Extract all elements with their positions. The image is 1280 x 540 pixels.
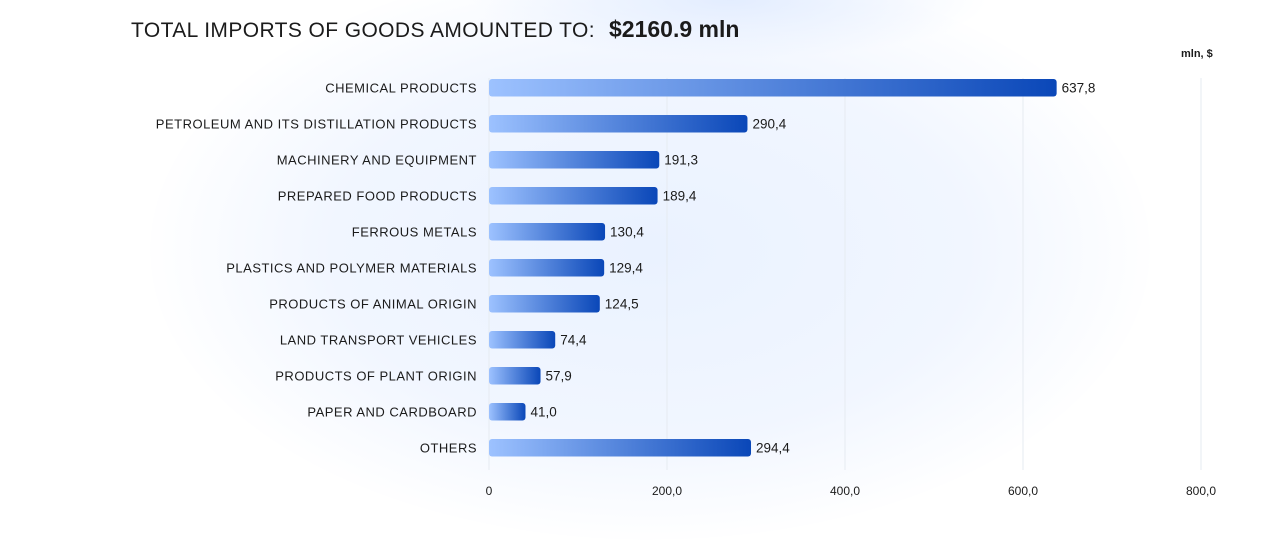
bar (489, 79, 1057, 97)
x-tick-label: 600,0 (1008, 484, 1038, 498)
value-label: 191,3 (664, 152, 698, 167)
value-label: 290,4 (752, 116, 786, 131)
category-label: CHEMICAL PRODUCTS (325, 80, 477, 95)
value-label: 189,4 (663, 188, 697, 203)
category-label: PRODUCTS OF ANIMAL ORIGIN (269, 296, 477, 311)
value-label: 124,5 (605, 296, 639, 311)
bar (489, 295, 600, 313)
title-text: TOTAL IMPORTS OF GOODS AMOUNTED TO: (131, 19, 596, 42)
value-label: 41,0 (530, 404, 556, 419)
bar (489, 187, 658, 205)
bar (489, 367, 541, 385)
category-label: MACHINERY AND EQUIPMENT (277, 152, 477, 167)
category-label: OTHERS (420, 440, 477, 455)
bar (489, 439, 752, 457)
category-label: LAND TRANSPORT VEHICLES (280, 332, 477, 347)
bar (489, 331, 556, 349)
x-tick-label: 200,0 (652, 484, 682, 498)
value-label: 74,4 (560, 332, 587, 347)
x-tick-label: 0 (486, 484, 493, 498)
category-label: PLASTICS AND POLYMER MATERIALS (226, 260, 477, 275)
value-label: 294,4 (756, 440, 790, 455)
value-label: 637,8 (1062, 80, 1096, 95)
bar (489, 259, 605, 277)
category-label: PRODUCTS OF PLANT ORIGIN (275, 368, 477, 383)
category-label: PETROLEUM AND ITS DISTILLATION PRODUCTS (156, 116, 477, 131)
bar (489, 223, 606, 241)
value-label: 57,9 (546, 368, 572, 383)
x-tick-label: 400,0 (830, 484, 860, 498)
bar-chart: 0 200,0 400,0 600,0 800,0 CHEMICAL PRODUCTS 63… (156, 78, 1216, 498)
category-label: PREPARED FOOD PRODUCTS (278, 188, 477, 203)
chart-title: TOTAL IMPORTS OF GOODS AMOUNTED TO: $2160… (131, 16, 739, 43)
bar (489, 115, 748, 133)
unit-label: mln, $ (1181, 48, 1213, 60)
bar (489, 403, 526, 421)
category-label: PAPER AND CARDBOARD (307, 404, 477, 419)
bar (489, 151, 660, 169)
x-tick-label: 800,0 (1186, 484, 1216, 498)
value-label: 129,4 (609, 260, 643, 275)
category-label: FERROUS METALS (352, 224, 477, 239)
value-label: 130,4 (610, 224, 644, 239)
total-amount: $2160.9 mln (609, 16, 740, 42)
